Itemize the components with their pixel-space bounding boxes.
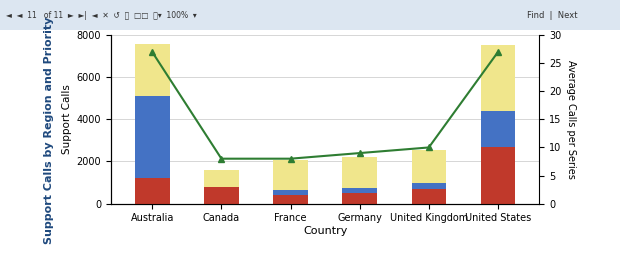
Bar bbox=[342, 193, 377, 204]
X-axis label: Country: Country bbox=[303, 226, 347, 236]
Bar bbox=[412, 189, 446, 204]
Bar bbox=[135, 178, 169, 204]
Bar bbox=[204, 170, 239, 204]
Bar bbox=[273, 195, 308, 204]
Bar bbox=[480, 147, 515, 204]
Bar bbox=[412, 150, 446, 204]
Bar bbox=[342, 157, 377, 204]
Text: Find  |  Next: Find | Next bbox=[527, 10, 577, 20]
Bar bbox=[204, 187, 239, 204]
Bar bbox=[273, 161, 308, 204]
Bar bbox=[135, 44, 169, 204]
Text: Support Calls by Region and Priority: Support Calls by Region and Priority bbox=[44, 17, 54, 244]
Bar bbox=[273, 190, 308, 204]
Y-axis label: Support Calls: Support Calls bbox=[62, 85, 73, 154]
Bar bbox=[135, 96, 169, 204]
Bar bbox=[204, 189, 239, 204]
Text: ◄  ◄  11   of 11  ►  ►|  ◄  ✕  ↺  🖨  □□  🔒▾  100%  ▾: ◄ ◄ 11 of 11 ► ►| ◄ ✕ ↺ 🖨 □□ 🔒▾ 100% ▾ bbox=[6, 10, 197, 20]
Bar bbox=[480, 45, 515, 204]
Y-axis label: Average Calls per Series: Average Calls per Series bbox=[565, 60, 575, 179]
Bar bbox=[342, 188, 377, 204]
Bar bbox=[480, 111, 515, 204]
Bar bbox=[412, 182, 446, 204]
